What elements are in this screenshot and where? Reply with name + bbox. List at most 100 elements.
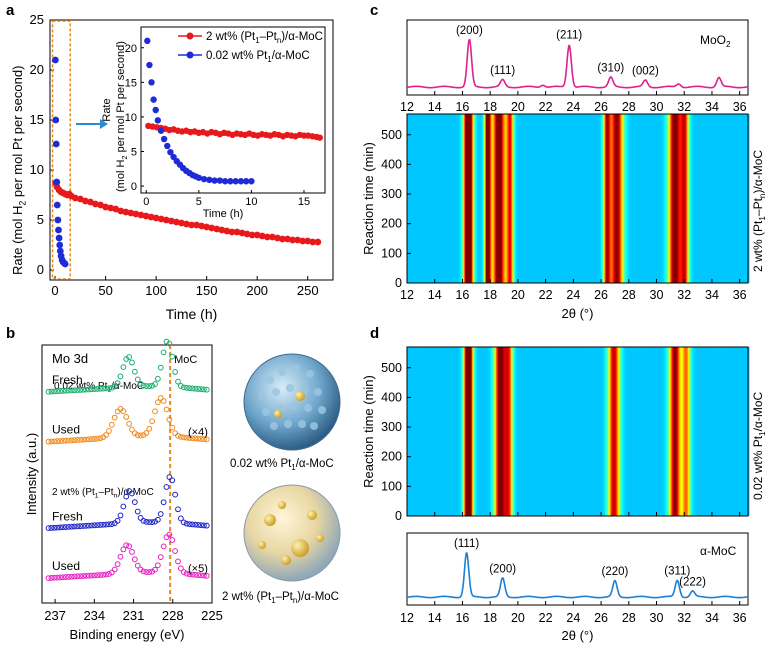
heatmap-column	[471, 347, 474, 516]
heatmap-column	[737, 347, 739, 516]
heatmap-column	[692, 114, 694, 283]
heatmap-column	[484, 114, 486, 283]
spectrum-point	[160, 349, 167, 356]
data-point-red	[263, 233, 271, 241]
heatmap-column	[460, 347, 462, 516]
heatmap-column	[428, 347, 431, 516]
heatmap-column	[600, 347, 603, 516]
spectrum-point	[131, 430, 138, 437]
inset-point-blue	[146, 61, 153, 69]
heatmap-column	[633, 114, 635, 283]
heatmap-column	[611, 114, 614, 283]
heatmap-column	[604, 347, 607, 516]
heatmap-column	[726, 114, 728, 283]
heatmap-column	[461, 347, 463, 516]
ref-x-tick-label: 20	[511, 611, 525, 625]
heatmap-column	[461, 347, 464, 516]
spectrum-point	[51, 524, 58, 531]
spectrum-point	[203, 522, 210, 529]
heatmap-column	[498, 114, 500, 283]
heatmap-column	[748, 347, 750, 516]
model-label-part: )/α-MoC	[297, 591, 339, 603]
heatmap-frame	[406, 113, 749, 284]
panel-label-a: a	[6, 2, 15, 19]
heatmap-column	[570, 114, 572, 283]
x-tick-label: 18	[483, 288, 497, 302]
heatmap-column	[737, 114, 739, 283]
heatmap-column	[662, 114, 664, 283]
heatmap-column	[494, 114, 496, 283]
heatmap-column	[529, 114, 531, 283]
spectrum-point	[77, 573, 84, 580]
heatmap-column	[738, 347, 740, 516]
heatmap-column	[540, 114, 543, 283]
heatmap-column	[511, 114, 514, 283]
heatmap-column	[708, 114, 710, 283]
heatmap-column	[435, 347, 437, 516]
heatmap-column	[670, 347, 673, 516]
heatmap-column	[436, 114, 439, 283]
heatmap-column	[614, 347, 616, 516]
heatmap-column	[432, 114, 435, 283]
heatmap-column	[665, 347, 668, 516]
ref-x-tick-label: 14	[428, 611, 442, 625]
heatmap-column	[649, 114, 652, 283]
x-tick-label: 36	[733, 288, 747, 302]
heatmap-column	[422, 114, 425, 283]
spectrum-point	[71, 523, 78, 530]
heatmap-column	[556, 347, 559, 516]
heatmap-column	[523, 347, 525, 516]
x-tick-label: 150	[196, 283, 218, 298]
peak-label: (311)	[664, 565, 690, 577]
data-point-red	[299, 237, 307, 245]
ref-x-tick-label: 12	[400, 611, 414, 625]
heatmap-column	[554, 347, 556, 516]
spectrum-point	[57, 438, 63, 444]
inset-x-tick-label: 10	[245, 196, 257, 208]
heatmap-column	[741, 347, 743, 516]
data-point-red	[248, 231, 256, 239]
spectrum-point	[45, 575, 52, 581]
heatmap-column	[476, 114, 479, 283]
ref-x-tick-label: 36	[733, 100, 747, 114]
heatmap-column	[682, 114, 684, 283]
heatmap-column	[674, 347, 677, 516]
data-point-red	[203, 223, 211, 231]
spectrum-point	[146, 383, 153, 390]
data-point-red	[279, 235, 286, 243]
spectrum-point	[195, 521, 202, 528]
heatmap-column	[586, 114, 589, 283]
heatmap-column	[584, 347, 586, 516]
spectrum-point	[154, 562, 161, 569]
heatmap-column	[476, 347, 478, 516]
heatmap-column	[669, 347, 672, 516]
heatmap-column	[708, 347, 711, 516]
heatmap-column	[634, 114, 637, 283]
heatmap-column	[660, 347, 663, 516]
zoom-arrow-head	[100, 119, 108, 129]
heatmap-column	[655, 347, 658, 516]
legend-label-part: 2 wt% (Pt	[206, 31, 256, 43]
peak-label: (200)	[456, 25, 483, 37]
heatmap-column	[599, 347, 602, 516]
heatmap-column	[586, 347, 589, 516]
heatmap-column	[579, 347, 582, 516]
heatmap-column	[599, 114, 602, 283]
spectrum-point	[192, 571, 199, 578]
heatmap-column	[599, 114, 601, 283]
heatmap-column	[678, 114, 680, 283]
heatmap-column	[555, 114, 558, 283]
heatmap-column	[725, 114, 727, 283]
y-tick-label: 400	[381, 390, 402, 404]
spectrum-point	[88, 386, 95, 393]
heatmap-column	[733, 114, 735, 283]
x-tick-label: 26	[594, 288, 608, 302]
spectrum-point	[189, 435, 196, 442]
inset-y-axis-label-part: per mol Pt per second)	[115, 41, 127, 155]
heatmap-column	[473, 114, 475, 283]
data-point-red	[117, 207, 125, 215]
spectrum-point	[172, 548, 179, 554]
spectrum-point	[180, 384, 187, 391]
heatmap-column	[712, 114, 714, 283]
heatmap-column	[688, 347, 690, 516]
